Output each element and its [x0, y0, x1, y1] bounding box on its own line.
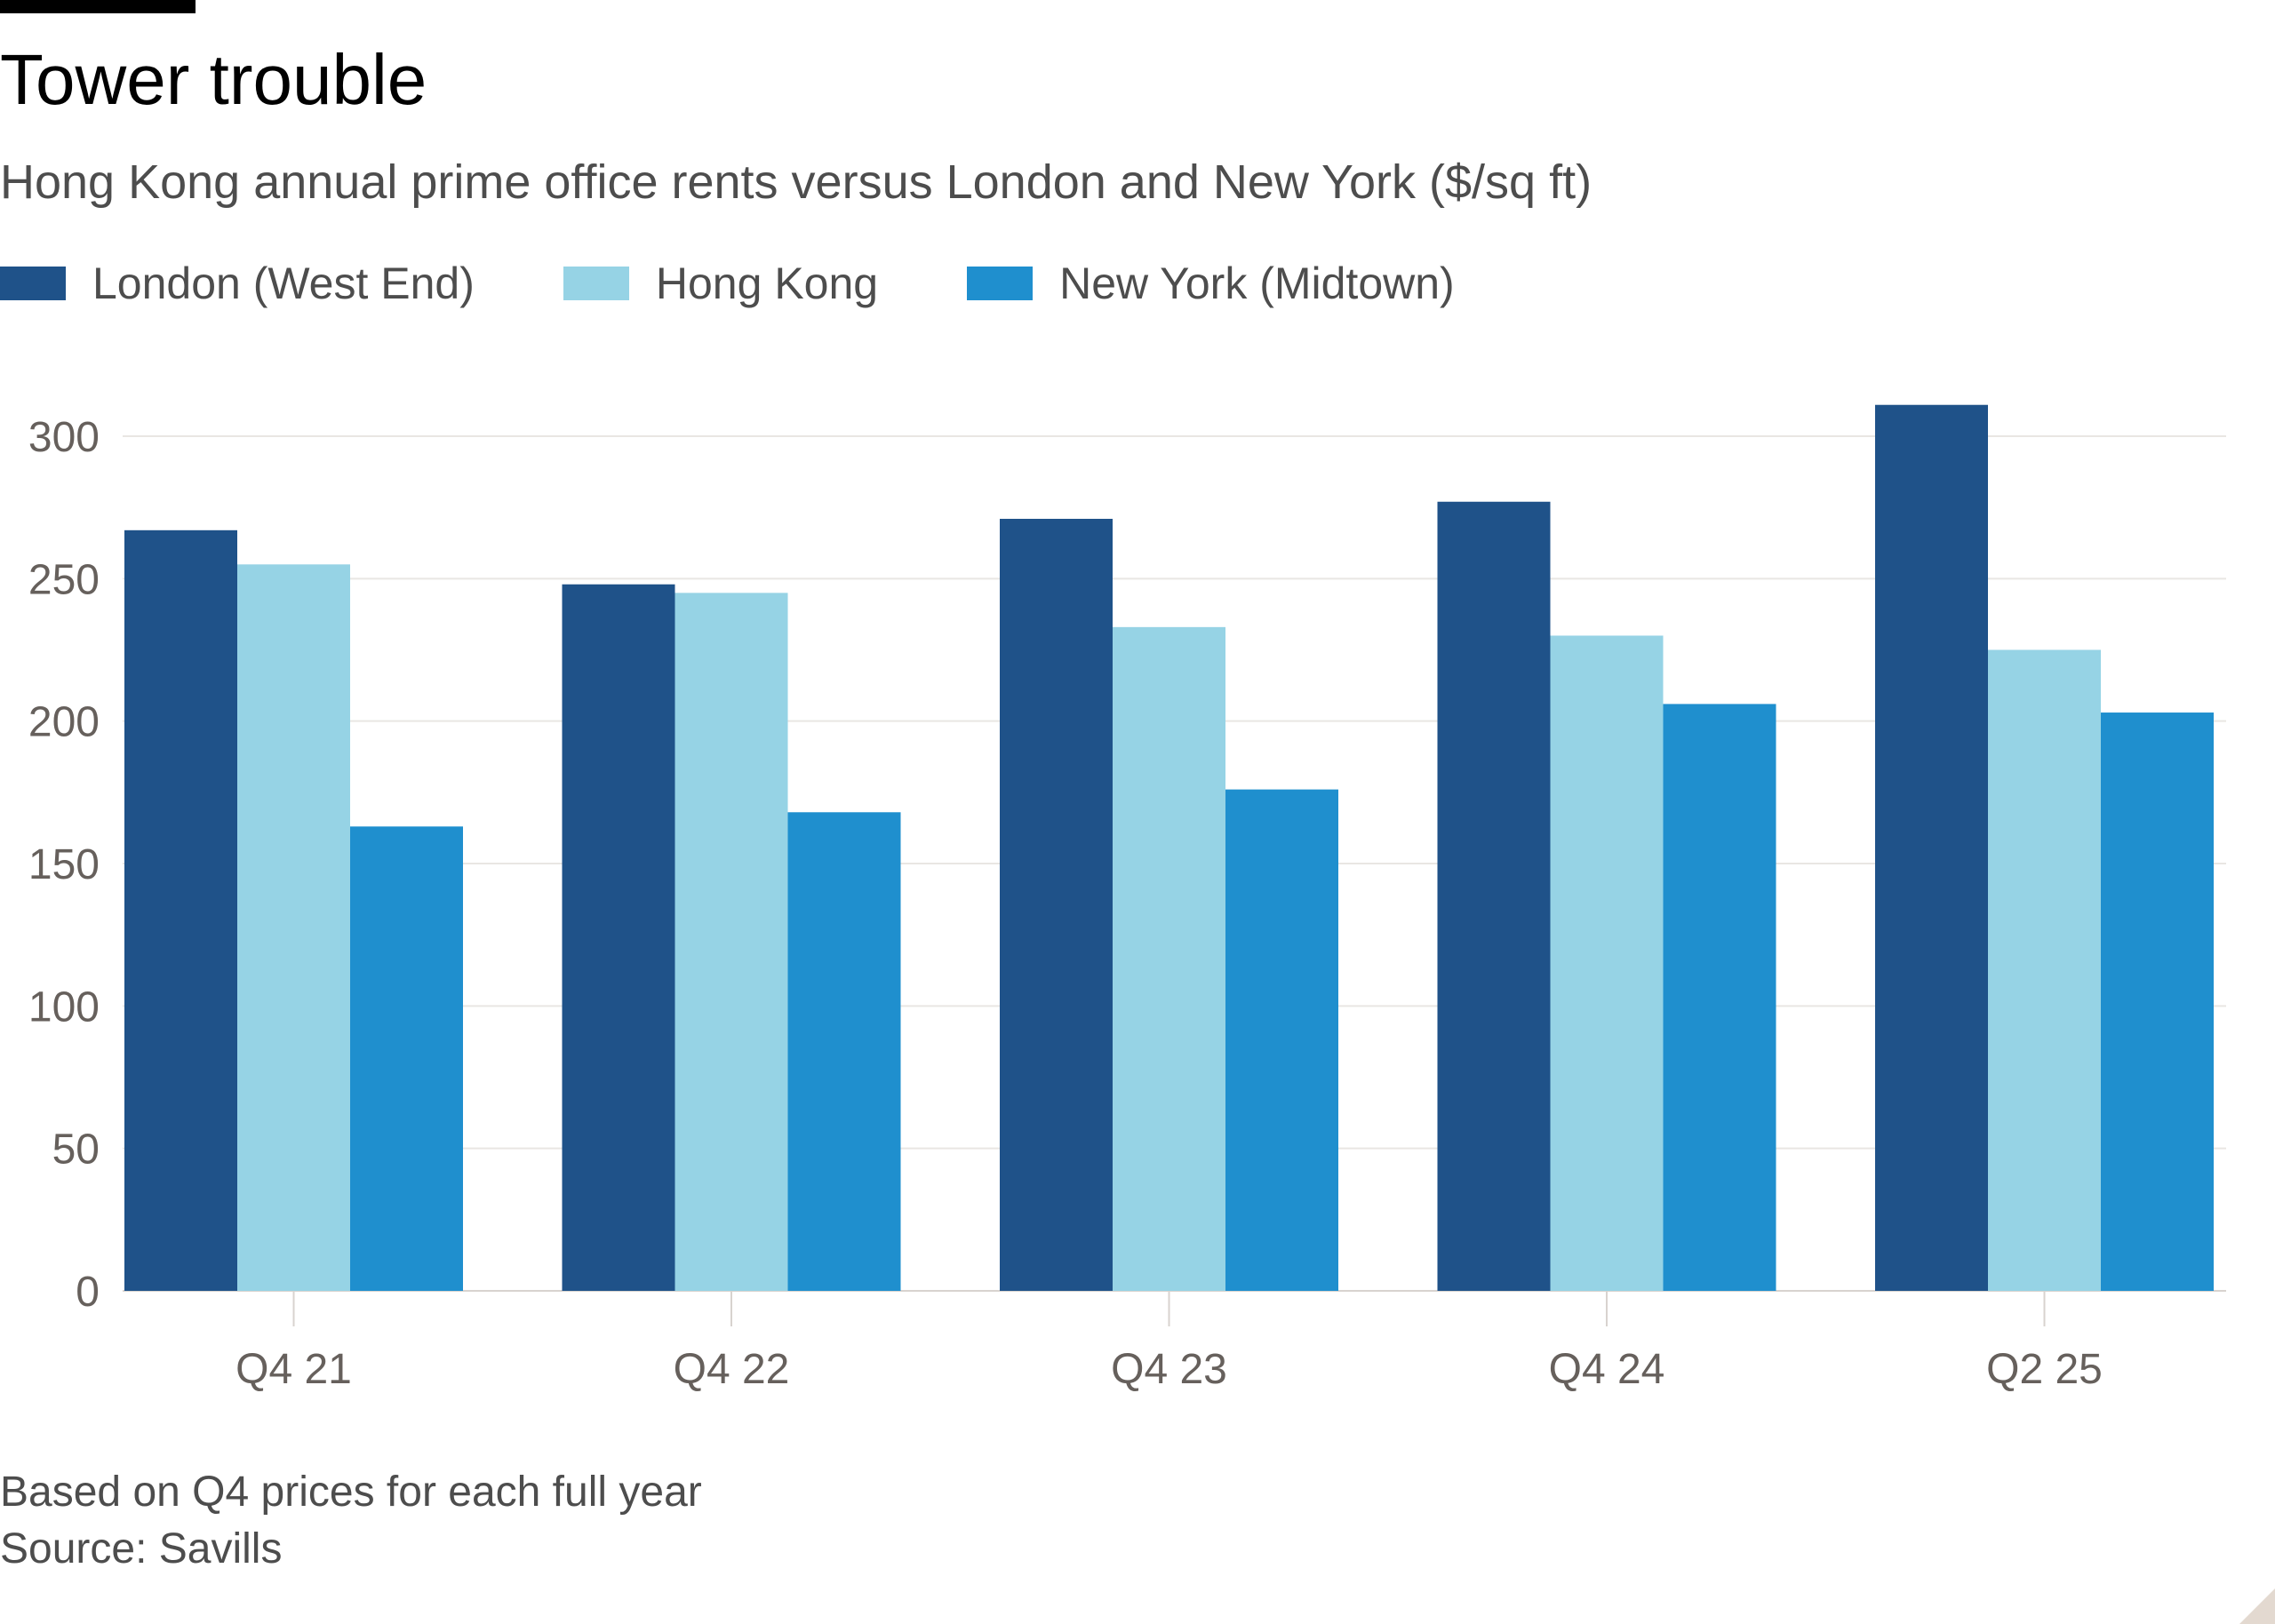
bar-hong-kong-2	[1113, 626, 1225, 1291]
legend-swatch-hong-kong	[563, 267, 629, 300]
legend-label-new-york: New York (Midtown)	[1059, 259, 1455, 308]
brand-top-bar	[0, 0, 196, 13]
x-tick-label-2: Q4 23	[1111, 1346, 1227, 1393]
y-tick-label-300: 300	[28, 414, 100, 461]
y-tick-label-200: 200	[28, 699, 100, 746]
chart-subtitle: Hong Kong annual prime office rents vers…	[0, 155, 1592, 209]
chart-note: Based on Q4 prices for each full year	[0, 1469, 702, 1516]
bar-new-york-1	[787, 812, 901, 1291]
x-tick-label-4: Q2 25	[1986, 1346, 2103, 1393]
chart-legend: London (West End) Hong Kong New York (Mi…	[0, 254, 1544, 313]
bar-london-1	[562, 584, 675, 1291]
bar-new-york-4	[2101, 712, 2214, 1291]
bar-london-4	[1875, 404, 1988, 1291]
legend-item-hong-kong: Hong Kong	[563, 257, 878, 310]
bar-london-2	[1000, 518, 1113, 1291]
legend-item-new-york: New York (Midtown)	[967, 257, 1455, 310]
bar-london-0	[124, 529, 237, 1291]
y-tick-label-100: 100	[28, 983, 100, 1031]
y-tick-label-0: 0	[76, 1269, 100, 1316]
y-tick-label-50: 50	[52, 1126, 100, 1174]
bar-london-3	[1437, 501, 1551, 1291]
x-tick-label-1: Q4 22	[674, 1346, 790, 1393]
bar-hong-kong-1	[675, 593, 788, 1291]
legend-swatch-new-york	[967, 267, 1034, 300]
bar-chart: 0 50 100 150 200 250 300 Q4 21 Q4 22 Q4 23 Q4 24 Q2…	[28, 404, 2226, 1393]
x-tick-label-3: Q4 24	[1549, 1346, 1665, 1393]
bar-new-york-3	[1663, 704, 1776, 1291]
legend-label-london: London (West End)	[92, 259, 475, 308]
y-tick-label-150: 150	[28, 841, 100, 888]
legend-item-london: London (West End)	[0, 257, 475, 310]
y-tick-label-250: 250	[28, 556, 100, 603]
legend-swatch-london	[0, 267, 66, 300]
bar-new-york-0	[350, 826, 463, 1291]
bar-new-york-2	[1225, 789, 1338, 1291]
x-tick-label-0: Q4 21	[235, 1346, 352, 1393]
corner-fold-mark	[2239, 1588, 2275, 1624]
chart-title: Tower trouble	[0, 40, 427, 119]
legend-label-hong-kong: Hong Kong	[655, 259, 879, 308]
bar-hong-kong-4	[1988, 649, 2101, 1291]
chart-source: Source: Savills	[0, 1525, 283, 1572]
bar-hong-kong-3	[1550, 635, 1664, 1291]
bar-hong-kong-0	[237, 564, 350, 1291]
